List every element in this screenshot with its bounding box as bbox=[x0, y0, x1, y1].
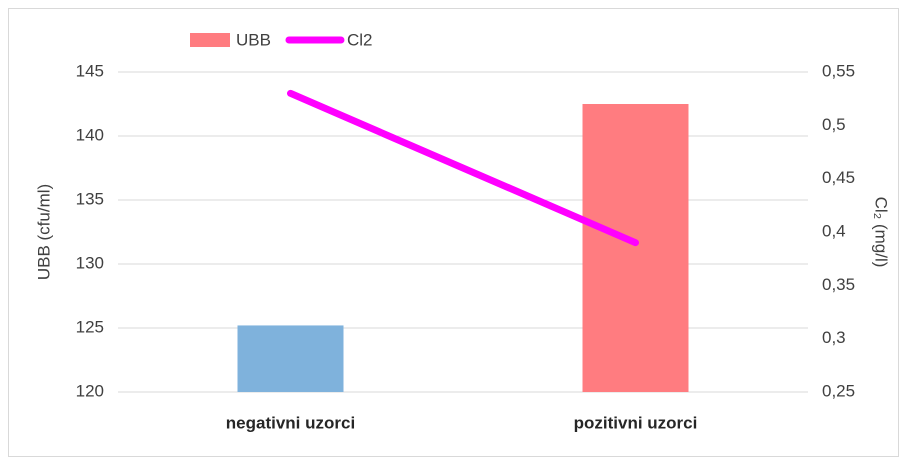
chart-border bbox=[8, 8, 899, 457]
bar bbox=[582, 104, 689, 392]
y-tick-label: 130 bbox=[76, 253, 104, 272]
y2-tick-label: 0,35 bbox=[822, 275, 855, 294]
y-tick-label: 145 bbox=[76, 61, 104, 80]
y2-tick-label: 0,5 bbox=[822, 115, 846, 134]
y-tick-label: 125 bbox=[76, 317, 104, 336]
bar bbox=[237, 325, 344, 392]
y-tick-label: 120 bbox=[76, 381, 104, 400]
x-tick-label: negativni uzorci bbox=[226, 413, 355, 432]
legend-swatch bbox=[190, 33, 230, 47]
y-axis-label: UBB (cfu/ml) bbox=[34, 184, 53, 280]
y2-tick-label: 0,45 bbox=[822, 168, 855, 187]
y-tick-label: 135 bbox=[76, 189, 104, 208]
y-tick-label: 140 bbox=[76, 125, 104, 144]
y2-axis-label: Cl₂ (mg/l) bbox=[872, 197, 891, 268]
line bbox=[287, 89, 639, 247]
legend-label: Cl2 bbox=[347, 30, 373, 49]
y2-tick-label: 0,55 bbox=[822, 61, 855, 80]
y2-tick-label: 0,3 bbox=[822, 328, 846, 347]
y2-tick-label: 0,4 bbox=[822, 221, 846, 240]
x-tick-label: pozitivni uzorci bbox=[574, 413, 698, 432]
y2-tick-label: 0,25 bbox=[822, 381, 855, 400]
legend-label: UBB bbox=[236, 30, 271, 49]
